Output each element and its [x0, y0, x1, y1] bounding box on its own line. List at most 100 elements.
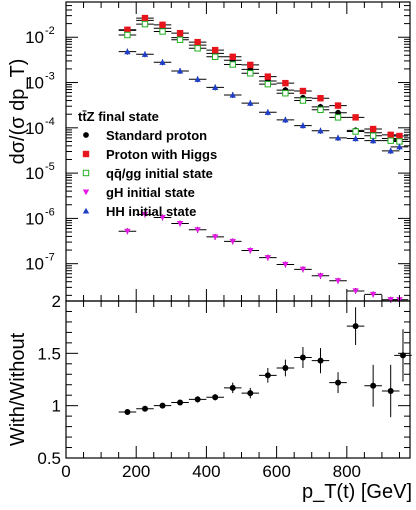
- qq-gg-initial-state-point: [124, 31, 131, 39]
- ratio-point: [282, 364, 289, 371]
- gh-initial-state-point: [176, 220, 184, 227]
- qq-gg-initial-state-point: [141, 20, 149, 28]
- proton-with-higgs-point: [282, 79, 289, 87]
- legend-marker-standard-proton: [83, 132, 89, 138]
- legend-title: tt̄Z final state: [78, 109, 159, 124]
- lower-y-tick-label: 0.5: [37, 449, 61, 468]
- gh-initial-state-point: [194, 227, 201, 234]
- gh-initial-state-point: [124, 228, 131, 235]
- hh-initial-state-point: [211, 84, 219, 90]
- y-tick-label-exponent: -5: [45, 161, 55, 173]
- proton-with-higgs-point: [396, 132, 403, 140]
- ratio-point: [335, 379, 342, 386]
- hh-initial-state-point: [229, 91, 236, 98]
- lower-y-axis-label: With/Without: [7, 332, 29, 446]
- ratio-point: [264, 372, 271, 379]
- y-tick-label: 10: [25, 74, 44, 93]
- ratio-point: [141, 405, 148, 412]
- y-tick-label: 10: [25, 119, 44, 138]
- gh-initial-state-point: [159, 214, 166, 221]
- hh-initial-state-point: [141, 51, 149, 57]
- qq-gg-initial-state-point: [211, 53, 219, 60]
- lower-y-tick-label: 2: [52, 292, 61, 311]
- proton-with-higgs-point: [247, 61, 254, 69]
- hh-initial-state-point: [334, 134, 342, 141]
- proton-with-higgs-point: [229, 53, 236, 60]
- legend-marker-proton-with-higgs: [82, 150, 90, 158]
- qq-gg-initial-state-point: [247, 70, 254, 77]
- ratio-point: [399, 352, 406, 359]
- legend-marker-qq-gg-initial-state: [82, 169, 90, 177]
- proton-with-higgs-point: [211, 46, 219, 54]
- hh-initial-state-point: [369, 137, 377, 144]
- proton-with-higgs-point: [141, 14, 149, 22]
- lower-y-tick-label: 1: [52, 397, 61, 416]
- hh-initial-state-point: [396, 143, 403, 150]
- y-tick-label: 10: [25, 164, 44, 183]
- gh-initial-state-point: [299, 266, 307, 273]
- ratio-point: [194, 396, 201, 403]
- ratio-point: [387, 388, 394, 395]
- proton-with-higgs-point: [194, 38, 201, 46]
- legend-label-qq-gg-initial-state: qq̄/gg initial state: [106, 166, 213, 181]
- y-tick-label-exponent: -2: [45, 25, 55, 37]
- x-tick-label: 600: [262, 462, 290, 481]
- legend-label-gh-initial-state: gH initial state: [106, 185, 195, 200]
- qq-gg-initial-state-point: [159, 28, 166, 35]
- hh-initial-state-point: [264, 109, 272, 115]
- lower-y-tick-label: 1.5: [37, 344, 61, 363]
- ratio-point: [317, 357, 324, 364]
- qq-gg-initial-state-point: [317, 106, 324, 113]
- x-tick-label: 200: [122, 462, 150, 481]
- qq-gg-initial-state-point: [299, 97, 307, 104]
- proton-with-higgs-point: [334, 102, 342, 109]
- gh-initial-state-point: [229, 238, 236, 245]
- proton-with-higgs-point: [176, 29, 184, 37]
- gh-initial-state-point: [352, 288, 359, 295]
- proton-with-higgs-point: [317, 95, 324, 102]
- hh-initial-state-point: [247, 99, 254, 106]
- y-tick-label-exponent: -3: [45, 71, 55, 83]
- qq-gg-initial-state-point: [176, 36, 184, 43]
- qq-gg-initial-state-point: [396, 138, 403, 145]
- proton-with-higgs-point: [387, 131, 394, 139]
- legend-marker-gh-initial-state: [82, 189, 90, 196]
- hh-initial-state-point: [282, 116, 289, 123]
- ratio-point: [370, 382, 377, 389]
- ratio-point: [159, 402, 166, 409]
- gh-initial-state-point: [141, 211, 149, 218]
- proton-with-higgs-point: [299, 87, 307, 95]
- hh-initial-state-point: [299, 122, 307, 129]
- ratio-point: [299, 354, 306, 361]
- y-tick-label: 10: [25, 209, 44, 228]
- qq-gg-initial-state-point: [264, 80, 272, 88]
- y-tick-label-exponent: -7: [45, 252, 55, 264]
- proton-with-higgs-point: [369, 125, 377, 133]
- gh-initial-state-point: [369, 291, 377, 298]
- x-tick-label: 0: [61, 462, 70, 481]
- x-axis-label: p_T(t) [GeV]: [302, 481, 412, 503]
- ratio-point: [212, 394, 219, 401]
- hh-initial-state-point: [194, 76, 201, 82]
- hh-initial-state-point: [387, 147, 394, 154]
- y-tick-label: 10: [25, 255, 44, 274]
- gh-initial-state-point: [317, 273, 324, 280]
- gh-initial-state-point: [334, 278, 342, 284]
- gh-initial-state-point: [387, 297, 394, 303]
- qq-gg-initial-state-point: [282, 90, 289, 97]
- legend-label-standard-proton: Standard proton: [106, 128, 207, 143]
- upper-y-axis-label: dσ/(σ dp_T): [7, 59, 29, 165]
- gh-initial-state-point: [264, 255, 272, 261]
- hh-initial-state-point: [317, 127, 324, 134]
- proton-with-higgs-point: [264, 73, 272, 80]
- hh-initial-state-point: [352, 135, 359, 142]
- y-tick-label: 10: [25, 28, 44, 47]
- hh-initial-state-point: [124, 48, 131, 55]
- gh-initial-state-point: [282, 261, 289, 268]
- y-tick-label-exponent: -4: [45, 116, 55, 128]
- x-tick-label: 400: [192, 462, 220, 481]
- ratio-point: [124, 408, 131, 415]
- qq-gg-initial-state-point: [229, 61, 236, 68]
